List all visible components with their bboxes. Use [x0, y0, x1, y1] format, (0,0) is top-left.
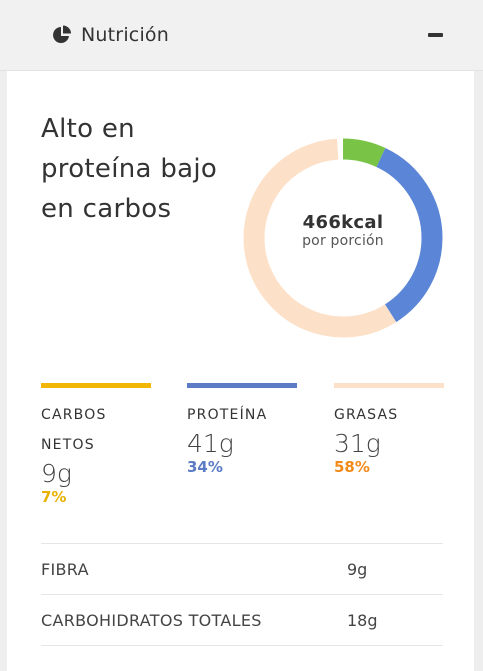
panel-title: Nutrición [81, 24, 169, 46]
carbs-percent: 7% [41, 488, 67, 506]
collapse-button[interactable] [426, 26, 446, 44]
calories-value: 466kcal [302, 212, 384, 233]
nutrition-panel-header[interactable]: Nutrición [0, 0, 483, 71]
fiber-label: FIBRA [41, 560, 89, 579]
donut-segment-fat [243, 138, 443, 338]
macro-donut-chart [243, 138, 443, 338]
nutrition-headline: Alto en proteína bajo en carbos [41, 114, 218, 224]
total-carbs-value: 18g [347, 611, 378, 630]
macro-fat: GRASAS 31g 58% [334, 383, 446, 477]
donut-segment-carbs [243, 138, 443, 338]
fat-percent: 58% [334, 458, 370, 476]
divider [41, 645, 443, 646]
minus-icon [428, 33, 443, 37]
macro-carbs: CARBOS NETOS 9g 7% [41, 383, 153, 507]
macro-protein: PROTEÍNA 41g 34% [187, 383, 299, 477]
detail-row-fiber: FIBRA 9g [41, 543, 443, 594]
calories-summary: 466kcal por porción [240, 212, 446, 250]
protein-label: PROTEÍNA [187, 407, 268, 423]
protein-percent: 34% [187, 458, 223, 476]
carbs-label: CARBOS NETOS [41, 407, 107, 453]
fat-label: GRASAS [334, 407, 399, 423]
pie-chart-icon [53, 25, 71, 43]
nutrition-card: Alto en proteína bajo en carbos 466kcal … [7, 71, 474, 671]
fat-value: 31g [334, 429, 381, 458]
carbs-value: 9g [41, 459, 72, 488]
calories-per-serving-label: por porción [302, 233, 384, 249]
detail-row-total-carbs: CARBOHIDRATOS TOTALES 18g [41, 594, 443, 645]
fat-color-bar [334, 383, 444, 388]
protein-value: 41g [187, 429, 234, 458]
carbs-color-bar [41, 383, 151, 388]
total-carbs-label: CARBOHIDRATOS TOTALES [41, 611, 262, 630]
donut-segment-protein [243, 138, 443, 338]
fiber-value: 9g [347, 560, 368, 579]
protein-color-bar [187, 383, 297, 388]
